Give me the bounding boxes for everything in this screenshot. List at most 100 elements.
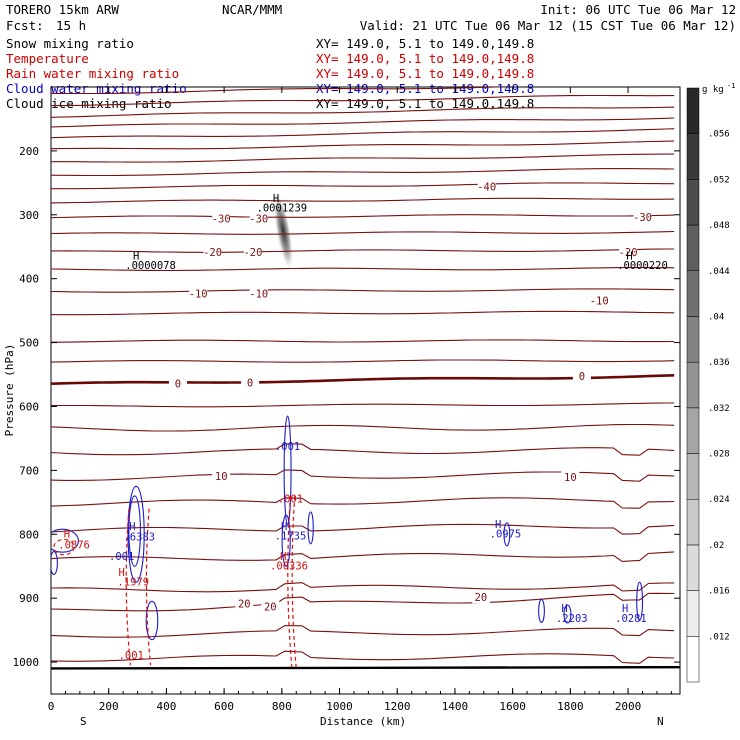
isotherm — [51, 650, 675, 664]
colorbar-tick-label: .028 — [708, 450, 730, 460]
temperature-label: -40 — [477, 181, 496, 193]
isotherm — [51, 469, 675, 482]
init-time: Init: 06 UTC Tue 06 Mar 12 — [540, 2, 736, 17]
extremum-label: .00336 — [270, 560, 308, 572]
isotherm — [51, 94, 675, 107]
cloud-water-contour — [636, 581, 644, 622]
extremum-label: .1735 — [275, 530, 307, 542]
extremum-label: .001 — [275, 441, 300, 453]
extremum-label: .0975 — [490, 528, 522, 540]
y-tick-label: 700 — [19, 464, 39, 477]
extremum-label: H — [626, 251, 632, 263]
center-title: NCAR/MMM — [222, 2, 282, 17]
temperature-label-bg — [168, 377, 187, 390]
temperature-label: -30 — [633, 212, 652, 224]
extrema-labels: H.0001239H.0000078H.0000220H.6383H.0876.… — [58, 193, 668, 662]
cloud-water-contour — [51, 528, 79, 553]
isotherm — [51, 197, 675, 204]
temperature-label: -30 — [249, 213, 268, 225]
isotherm — [51, 582, 675, 593]
isotherm — [51, 359, 675, 363]
colorbar-swatch — [686, 590, 700, 637]
y-tick-label: 300 — [19, 209, 39, 222]
field-name: Rain water mixing ratio — [6, 66, 179, 81]
colorbar-swatch — [686, 407, 700, 454]
temperature-label-bg — [471, 591, 490, 604]
cloud-water-contour — [283, 415, 292, 526]
field-xy: XY= 149.0, 5.1 to 149.0,149.8 — [316, 51, 534, 66]
colorbar-tick-label: .044 — [708, 267, 730, 277]
isotherm — [51, 374, 675, 385]
rain-contour — [125, 508, 131, 666]
colorbar-swatch — [686, 636, 700, 683]
ground-line — [51, 665, 680, 670]
x-tick-label: 1200 — [384, 700, 411, 713]
isotherm — [51, 339, 675, 343]
temperature-label-bg — [261, 600, 280, 613]
colorbar-swatch — [686, 87, 700, 134]
temperature-label: -20 — [619, 247, 638, 259]
colorbar-swatch — [686, 498, 700, 546]
isotherm — [51, 523, 675, 535]
cloud-water-contours — [51, 415, 644, 641]
extremum-label: H — [280, 551, 286, 563]
temperature-label-bg — [212, 469, 231, 482]
colorbar-tick-label: .012 — [708, 632, 730, 642]
temperature-label-bg — [249, 212, 268, 225]
isotherm — [51, 117, 675, 128]
temperature-label: -10 — [189, 289, 208, 301]
y-tick-label: 600 — [19, 400, 39, 413]
field-xy: XY= 149.0, 5.1 to 149.0,149.8 — [316, 96, 534, 111]
field-xy: XY= 149.0, 5.1 to 149.0,149.8 — [316, 36, 534, 51]
x-tick-label: 600 — [214, 700, 234, 713]
colorbar-tick-label: .04 — [708, 312, 724, 322]
colorbar-tick-label: .016 — [708, 587, 730, 597]
fcst-label: Fcst: — [6, 18, 44, 33]
temperature-label: 0 — [247, 377, 253, 389]
temperature-label-bg — [189, 287, 208, 300]
extremum-label: H — [119, 567, 125, 579]
extremum-label: .2203 — [556, 613, 588, 625]
temperature-label: 20 — [238, 599, 251, 611]
colorbar-swatch — [686, 316, 700, 363]
temperature-labels: -40 -30 -30 -30 -20 -20 -20 -10 -10 -10 0 0 0 10 10 20 2… — [168, 180, 652, 614]
x-tick-label: 400 — [156, 700, 176, 713]
x-tick-label: 2000 — [615, 700, 642, 713]
field-name: Cloud ice mixing ratio — [6, 96, 172, 111]
temperature-label-bg — [633, 210, 652, 223]
colorbar-tick-label: .052 — [708, 175, 730, 185]
temperature-label: 10 — [215, 471, 228, 483]
field-xy: XY= 149.0, 5.1 to 149.0,149.8 — [316, 66, 534, 81]
y-tick-label: 500 — [19, 337, 39, 350]
isotherm — [51, 214, 675, 219]
extremum-label: .001 — [119, 650, 144, 662]
colorbar-swatch — [686, 453, 700, 500]
cloud-water-contour — [307, 511, 314, 545]
rain-contour — [145, 508, 152, 666]
x-axis-label: Distance (km) — [320, 715, 406, 728]
temperature-label: 20 — [475, 592, 488, 604]
temperature-isotherms — [51, 87, 675, 664]
y-tick-label: 200 — [19, 145, 39, 158]
isotherm — [51, 182, 675, 190]
temperature-label-bg — [619, 246, 638, 259]
field-name: Snow mixing ratio — [6, 36, 134, 51]
isotherm — [51, 153, 675, 163]
rain-contour — [53, 538, 75, 556]
temperature-label: 20 — [264, 602, 277, 614]
extremum-label: H — [281, 521, 287, 533]
x-tick-label: 200 — [99, 700, 119, 713]
snow-maximum — [273, 192, 293, 269]
snow-shading — [273, 192, 293, 269]
plot-area: -40 -30 -30 -30 -20 -20 -20 -10 -10 -10 0 0 0 10 10 20 2… — [51, 87, 680, 670]
extremum-label: H — [133, 251, 139, 263]
colorbar-tick-label: .02 — [708, 541, 724, 551]
temperature-label-bg — [235, 597, 254, 610]
temperature-label-bg — [203, 246, 222, 259]
temperature-label-bg — [477, 180, 496, 193]
extremum-label: .6383 — [123, 532, 155, 544]
extremum-label: .0000220 — [617, 260, 668, 272]
temperature-label: 10 — [564, 472, 577, 484]
isotherm — [51, 551, 675, 562]
